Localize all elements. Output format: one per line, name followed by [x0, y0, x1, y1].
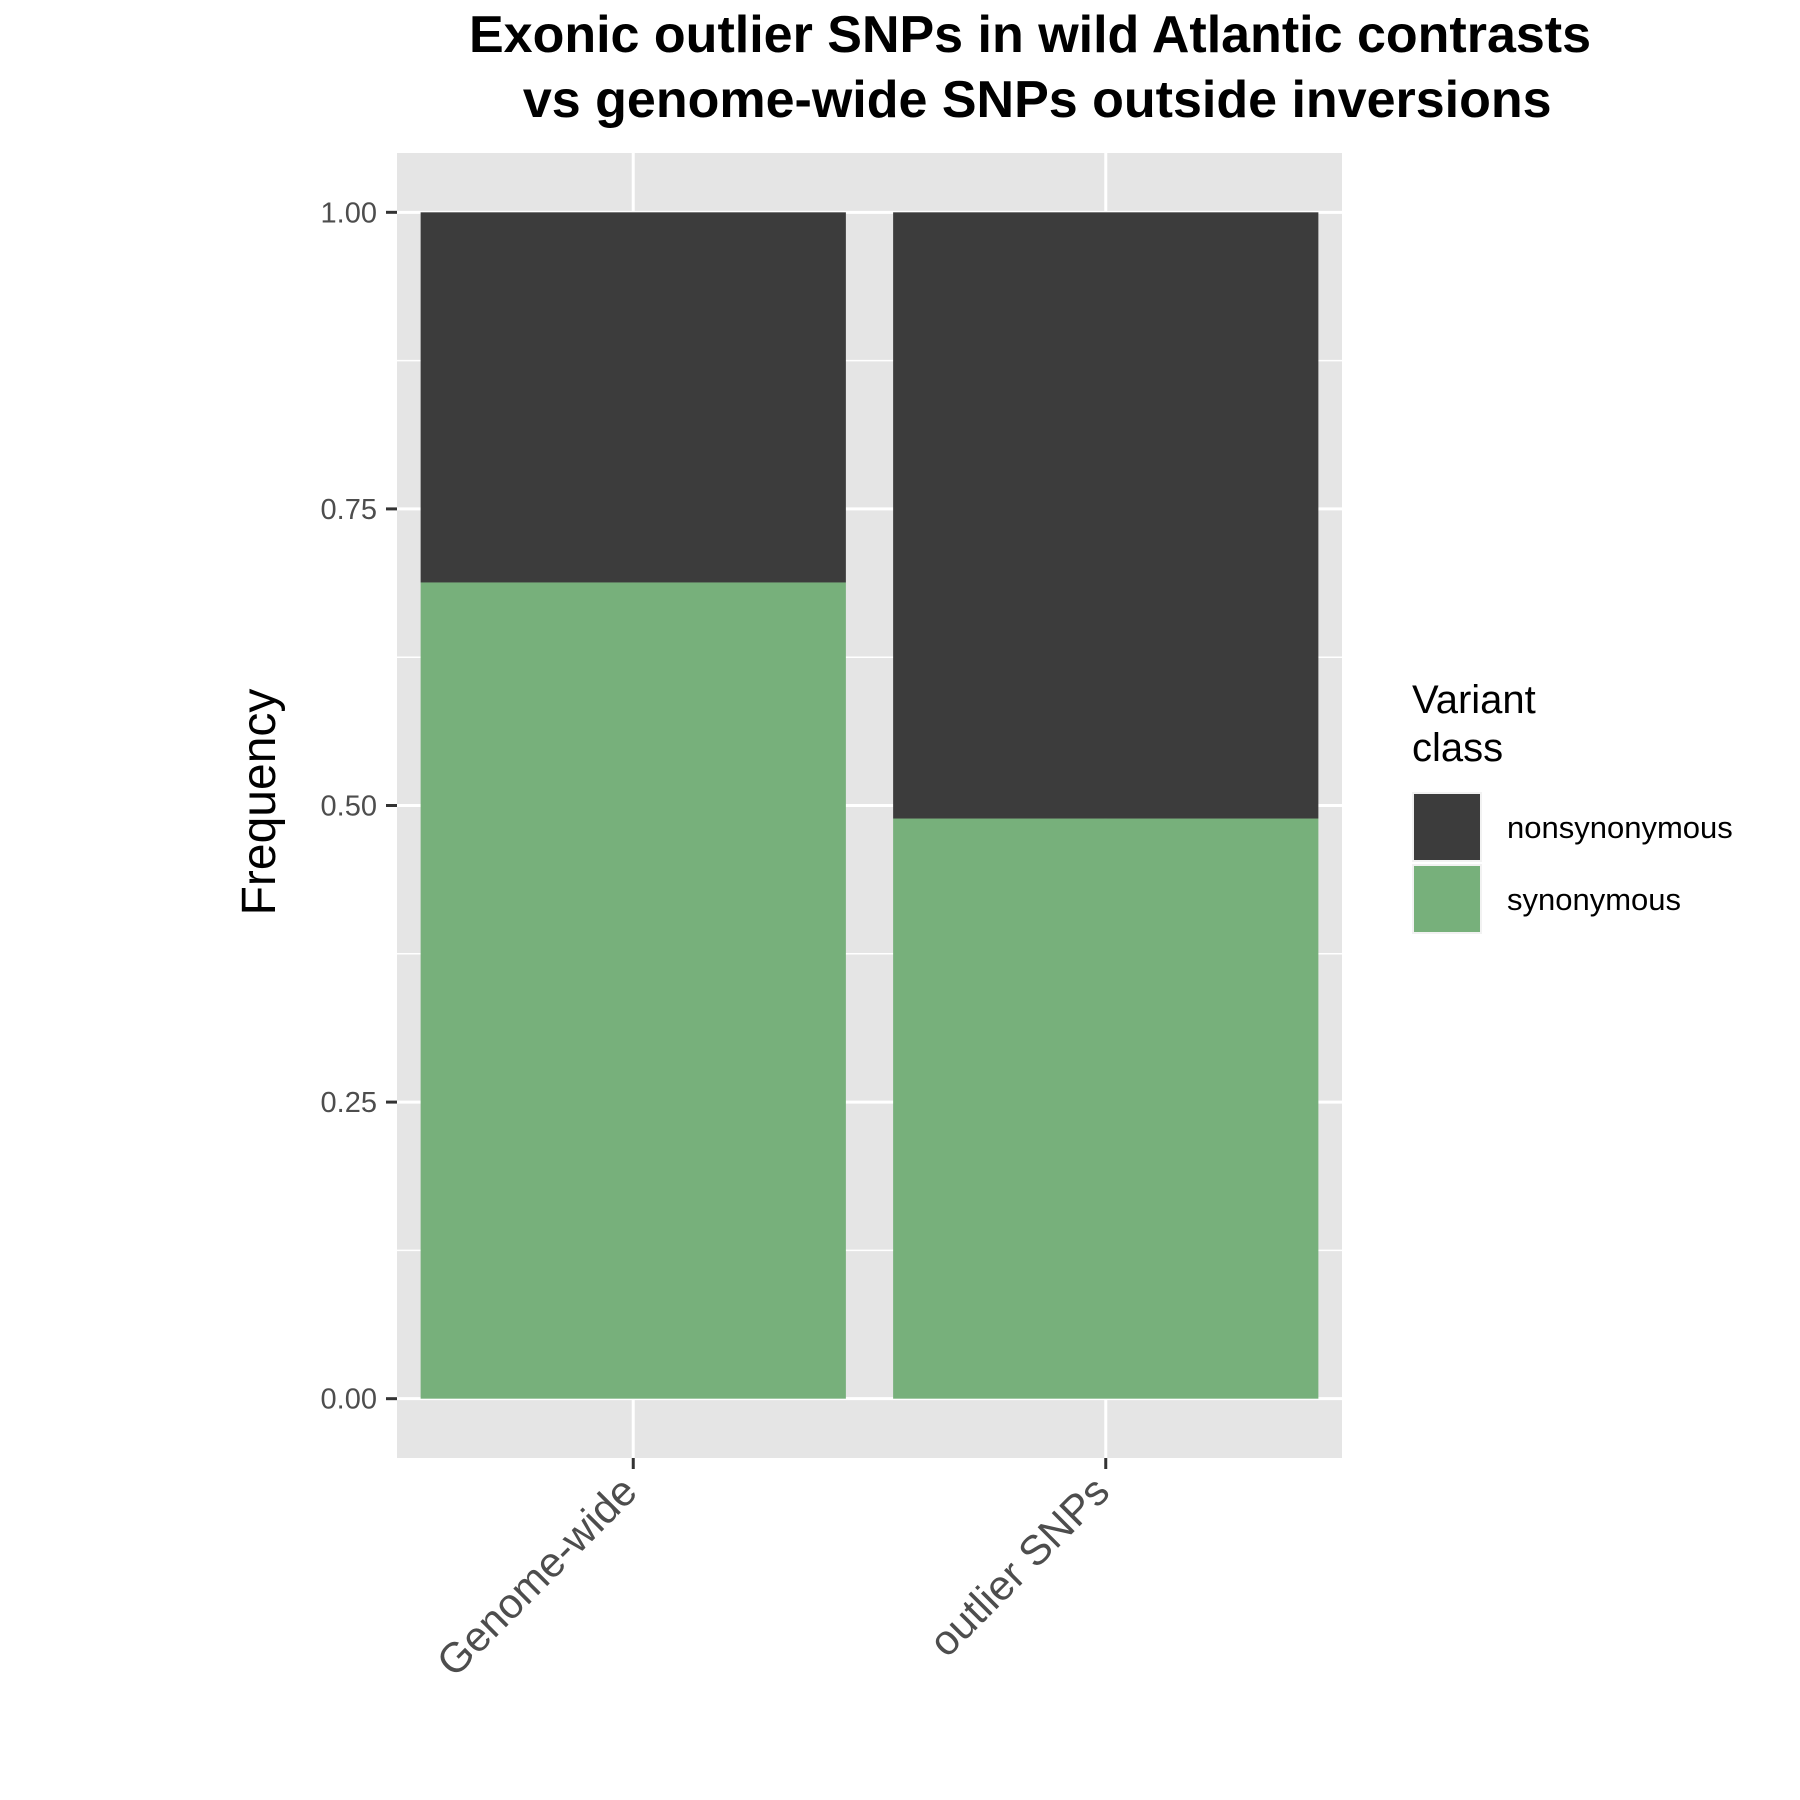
- y-tick-label: 0.00: [321, 1384, 377, 1416]
- legend-swatch-nonsynonymous: [1414, 794, 1480, 860]
- bar-synonymous-outlier-snps: [893, 818, 1319, 1399]
- legend-title-line: Variant: [1412, 678, 1536, 722]
- y-tick-label: 0.50: [321, 791, 377, 823]
- y-tick-label: 0.75: [321, 494, 377, 526]
- legend-title-line: class: [1412, 726, 1503, 770]
- bar-nonsynonymous-outlier-snps: [893, 212, 1319, 819]
- bar-synonymous-genome-wide: [420, 582, 846, 1399]
- chart-title: Exonic outlier SNPs in wild Atlantic con…: [469, 6, 1591, 129]
- y-tick-label: 1.00: [321, 197, 377, 229]
- x-tick-label: Genome-wide: [427, 1467, 645, 1685]
- y-tick-label: 0.25: [321, 1087, 377, 1119]
- x-axis: Genome-wide outlier SNPs: [427, 1458, 1118, 1685]
- y-axis-title: Frequency: [233, 689, 286, 916]
- bars: [420, 212, 1319, 1399]
- chart-title-line-1: Exonic outlier SNPs in wild Atlantic con…: [469, 6, 1591, 64]
- legend-swatch-synonymous: [1414, 866, 1480, 932]
- y-axis: 0.00 0.25 0.50 0.75 1.00: [321, 197, 397, 1416]
- legend-label-synonymous: synonymous: [1507, 882, 1681, 917]
- legend-label-nonsynonymous: nonsynonymous: [1507, 810, 1733, 845]
- x-tick-label: outlier SNPs: [920, 1467, 1118, 1665]
- chart-title-line-2: vs genome-wide SNPs outside inversions: [508, 71, 1551, 129]
- bar-nonsynonymous-genome-wide: [420, 212, 846, 583]
